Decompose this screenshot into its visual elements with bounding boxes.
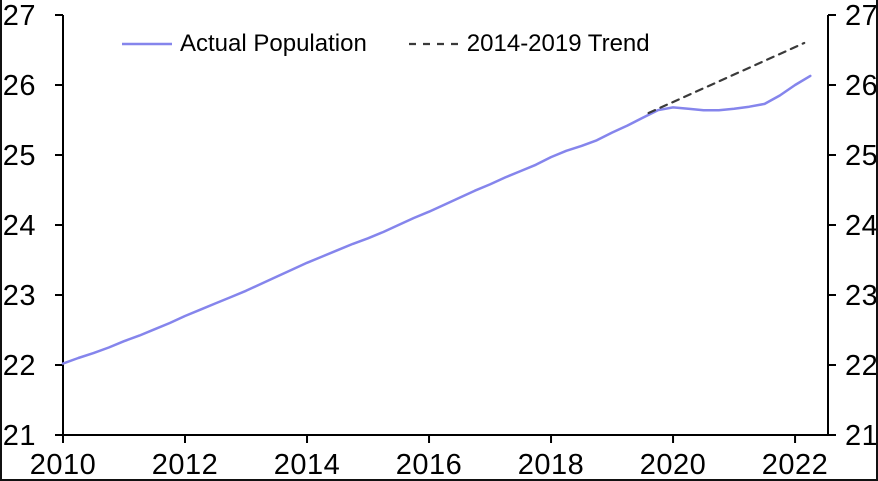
svg-text:25: 25 xyxy=(3,140,36,172)
svg-text:21: 21 xyxy=(845,420,878,452)
svg-text:23: 23 xyxy=(3,280,36,312)
svg-text:21: 21 xyxy=(3,420,36,452)
legend-item-trend: 2014-2019 Trend xyxy=(408,30,650,58)
legend-label-actual-population: Actual Population xyxy=(180,30,367,57)
svg-text:2018: 2018 xyxy=(518,449,585,481)
legend-label-trend: 2014-2019 Trend xyxy=(466,30,650,57)
svg-text:2022: 2022 xyxy=(762,449,829,481)
svg-text:2016: 2016 xyxy=(396,449,463,481)
svg-text:23: 23 xyxy=(845,280,878,312)
svg-text:24: 24 xyxy=(845,210,878,242)
svg-text:26: 26 xyxy=(3,70,36,102)
svg-text:2010: 2010 xyxy=(30,449,97,481)
legend-dashed-line-icon xyxy=(408,42,459,46)
svg-text:27: 27 xyxy=(3,0,36,32)
svg-text:26: 26 xyxy=(845,70,878,102)
svg-text:22: 22 xyxy=(845,350,878,382)
svg-text:2014: 2014 xyxy=(274,449,341,481)
legend-solid-line-icon xyxy=(122,42,172,46)
svg-text:2020: 2020 xyxy=(640,449,707,481)
svg-text:25: 25 xyxy=(845,140,878,172)
legend-item-actual-population: Actual Population xyxy=(122,30,367,58)
svg-text:22: 22 xyxy=(3,350,36,382)
chart-legend: Actual Population 2014-2019 Trend xyxy=(122,30,650,58)
svg-text:2012: 2012 xyxy=(152,449,219,481)
svg-text:27: 27 xyxy=(845,0,878,32)
svg-text:24: 24 xyxy=(3,210,36,242)
